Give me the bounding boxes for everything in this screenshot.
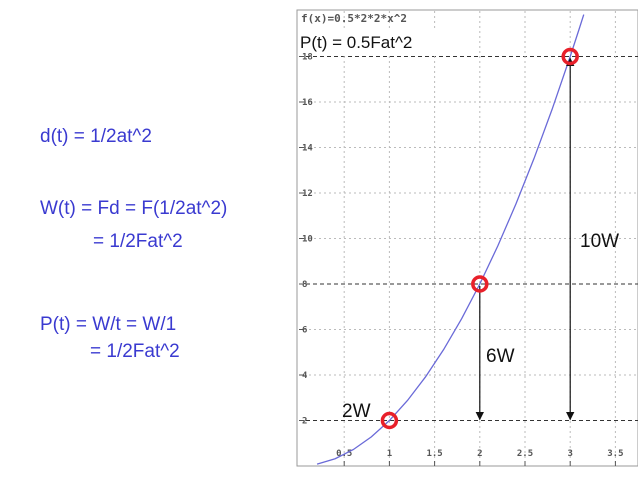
annotation: 2W bbox=[342, 401, 371, 422]
text-line: = 1/2Fat^2 bbox=[93, 231, 183, 252]
y-tick-label: 2 bbox=[302, 417, 307, 427]
y-tick-label: 14 bbox=[302, 144, 313, 154]
annotation: 6W bbox=[486, 346, 515, 367]
text-line: P(t) = W/t = W/1 bbox=[40, 314, 176, 335]
x-tick-label: 2.5 bbox=[517, 449, 533, 459]
y-tick-label: 6 bbox=[302, 326, 307, 336]
text-line: = 1/2Fat^2 bbox=[90, 341, 180, 362]
point bbox=[561, 47, 579, 66]
x-tick-label: 3.5 bbox=[607, 449, 623, 459]
x-tick-label: 1 bbox=[387, 449, 392, 459]
curve bbox=[316, 14, 585, 465]
y-tick-label: 12 bbox=[302, 189, 313, 199]
y-tick-label: 4 bbox=[302, 371, 308, 381]
x-tick-label: 1.5 bbox=[426, 449, 442, 459]
label-bg bbox=[298, 31, 443, 53]
y-tick-label: 18 bbox=[302, 53, 313, 63]
y-tick-label: 8 bbox=[302, 280, 307, 290]
text-line: W(t) = Fd = F(1/2at^2) bbox=[40, 198, 227, 219]
point bbox=[380, 411, 399, 430]
x-tick-label: 2 bbox=[477, 449, 482, 459]
text-line: d(t) = 1/2at^2 bbox=[40, 126, 152, 147]
annotation: 10W bbox=[580, 231, 619, 252]
y-tick-label: 10 bbox=[302, 235, 313, 245]
x-tick-label: 3 bbox=[567, 449, 572, 459]
chart-title: f(x)=0.5*2*2*x^2 bbox=[301, 12, 407, 25]
annotation: P(t) = 0.5Fat^2 bbox=[300, 33, 412, 52]
point bbox=[471, 275, 489, 293]
y-tick-label: 16 bbox=[302, 98, 313, 108]
plot-frame bbox=[296, 9, 638, 467]
